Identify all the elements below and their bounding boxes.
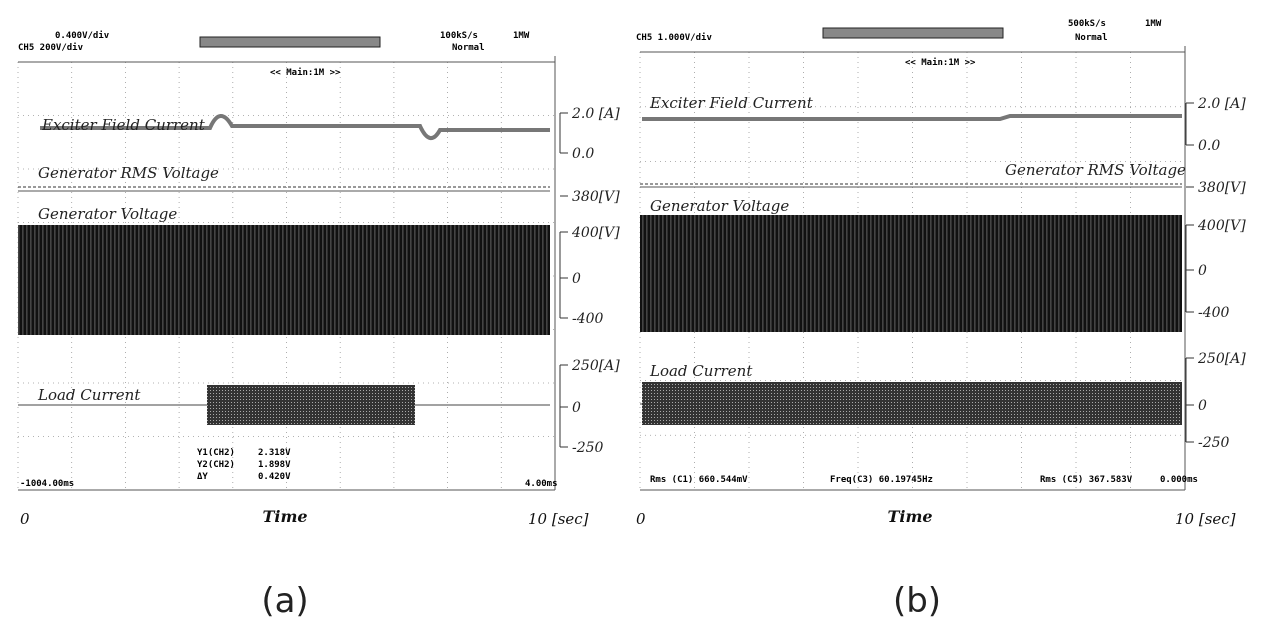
readout: 4.00ms [525,479,558,489]
trace-label: Generator Voltage [650,197,789,215]
field-trace [642,116,1182,119]
scale-label: 2.0 [A] [1197,96,1246,112]
scale-label: -400 [1198,305,1230,321]
scale-label: 400[V] [571,225,620,241]
x-axis-start: 0 [636,510,646,528]
scale-label: 0 [572,400,581,416]
readout: ΔY [197,472,208,482]
x-axis-start: 0 [20,510,30,528]
header-text: 0.400V/div [55,30,110,41]
readout: Y2(CH2) [197,460,235,470]
header-text: 1MW [513,31,530,41]
readout: 0.420V [258,472,291,482]
readout: Freq(C3) 60.19745Hz [830,475,933,485]
trace-label: Load Current [649,362,753,380]
scale-label: 250[A] [571,358,620,374]
readout: Rms (C5) 367.583V [1040,475,1133,485]
readout: 2.318V [258,448,291,458]
header-text: << Main:1M >> [270,67,341,78]
header-text: 100kS/s [440,31,478,41]
header-text: 1MW [1145,19,1162,29]
readout: Y1(CH2) [197,448,235,458]
x-axis-label: Time [262,507,307,526]
header-text: 500kS/s [1068,19,1106,29]
scale-label: 0.0 [1198,138,1220,154]
scale-label: 380[V] [1198,180,1246,196]
trace-label: Exciter Field Current [41,116,206,134]
trace-label: Generator Voltage [38,205,177,223]
progress-bar [823,28,1003,38]
scale-label: 2.0 [A] [571,106,620,122]
scale-label: 380[V] [572,189,620,205]
x-axis-end: 10 [sec] [1175,510,1236,528]
load-trace [642,382,1182,425]
trace-label: Generator RMS Voltage [1005,161,1186,179]
scale-label: -250 [1198,435,1230,451]
figure: 0.400V/divCH5 200V/div 100kS/s 1MW Normal <<… [0,0,1272,620]
header-text: Normal [452,43,485,53]
voltage-trace [18,225,550,335]
scale-label: 0 [572,271,581,287]
load-trace [207,385,415,425]
header-text: Normal [1075,33,1108,43]
trace-label: Exciter Field Current [649,94,814,112]
scale-label: 0.0 [572,146,594,162]
caption: (a) [261,581,308,620]
scale-label: 0 [1198,398,1207,414]
scale-label: 400[V] [1197,218,1246,234]
scale-label: 0 [1198,263,1207,279]
readout: -1004.00ms [20,479,74,489]
caption: (b) [893,581,941,620]
header-text: CH5 1.000V/div [636,32,712,43]
x-axis-label: Time [887,507,932,526]
readout: 0.000ms [1160,475,1198,485]
scale-label: -250 [572,440,604,456]
x-axis-end: 10 [sec] [528,510,589,528]
scale-label: 250[A] [1197,351,1246,367]
trace-label: Generator RMS Voltage [38,164,219,182]
readout: 1.898V [258,460,291,470]
voltage-trace [640,215,1182,332]
scale-label: -400 [572,311,604,327]
header-text: << Main:1M >> [905,57,976,68]
trace-label: Load Current [37,386,141,404]
progress-bar [200,37,380,47]
header-text: CH5 200V/div [18,42,84,53]
readout: Rms (C1) 660.544mV [650,475,748,485]
